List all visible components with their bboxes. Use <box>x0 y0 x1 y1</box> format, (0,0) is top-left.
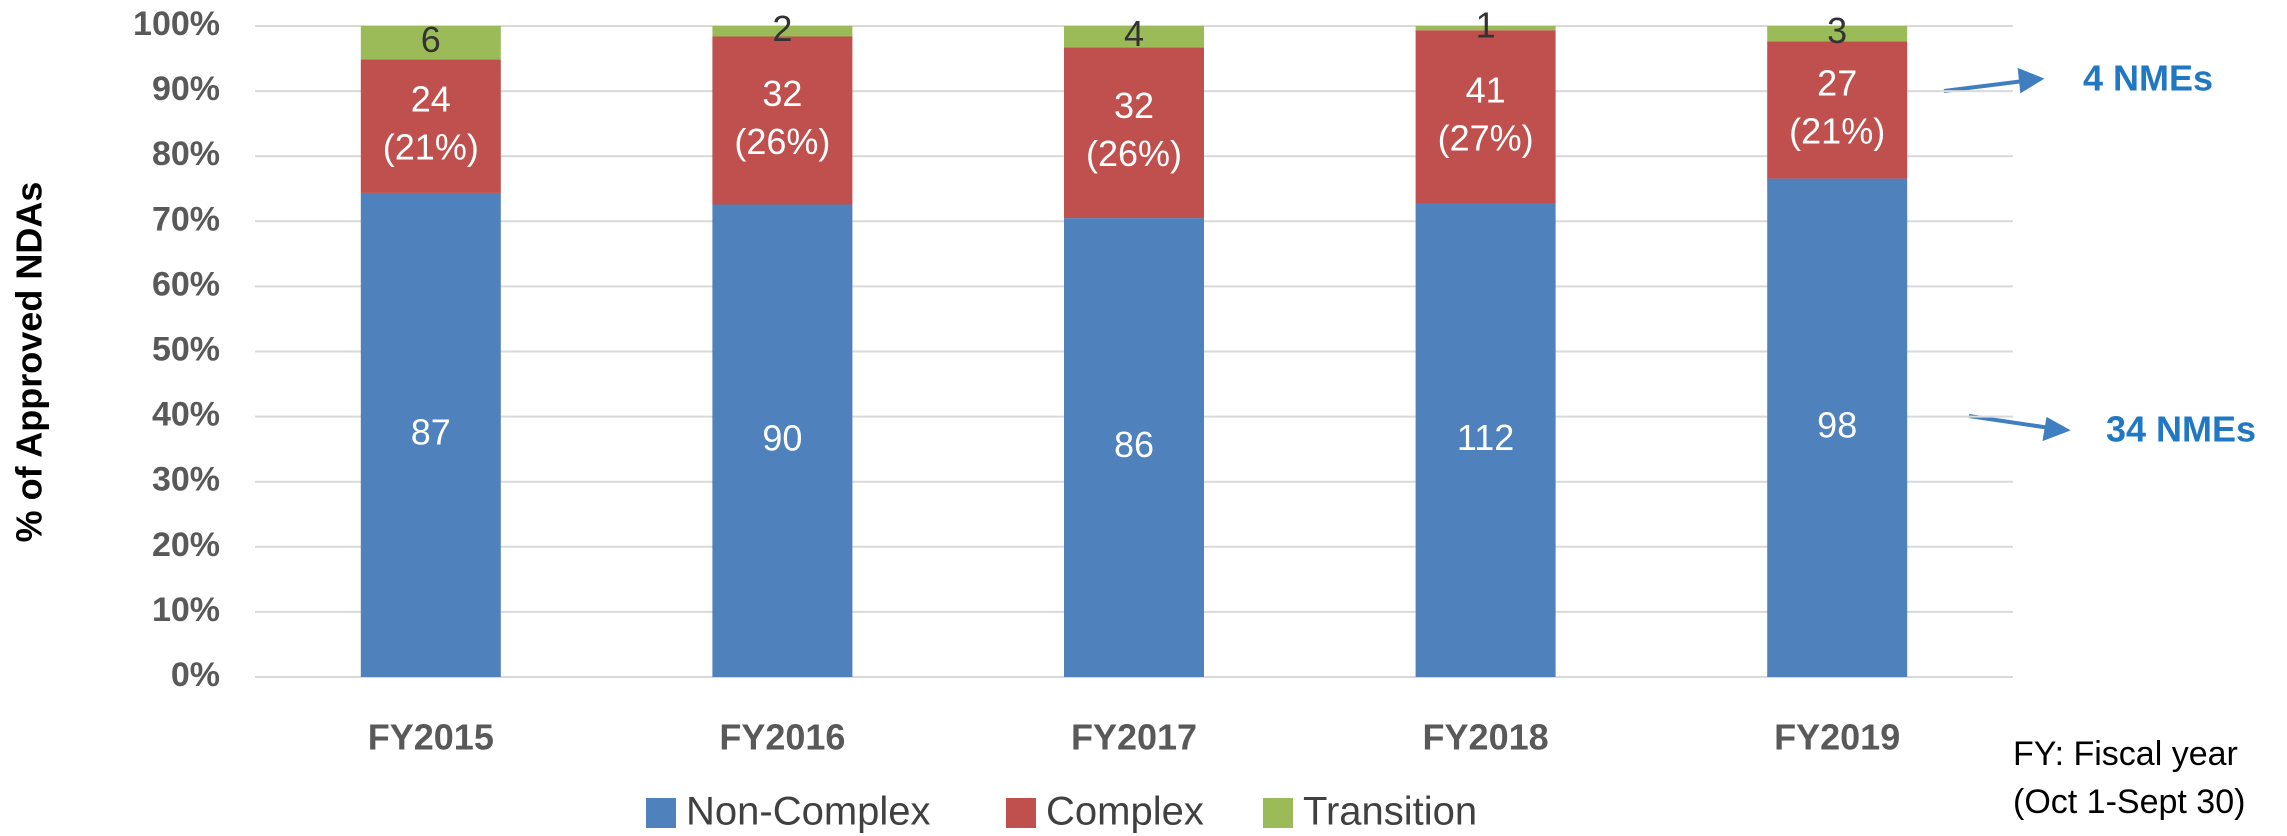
bar-segment <box>1415 26 1556 31</box>
y-tick-label: 60% <box>152 265 220 303</box>
data-label: 4 <box>1124 13 1144 54</box>
bar-segment <box>360 192 501 677</box>
y-tick-label: 20% <box>152 526 220 564</box>
data-label: 90 <box>762 417 802 458</box>
data-label: 98 <box>1817 404 1857 445</box>
note: (Oct 1-Sept 30) <box>2013 783 2245 821</box>
data-label: (21%) <box>1789 110 1885 151</box>
data-label: 32 <box>1114 85 1154 126</box>
data-label: (27%) <box>1438 117 1534 158</box>
data-label: (26%) <box>1086 133 1182 174</box>
y-tick-label: 90% <box>152 70 220 108</box>
data-label: 86 <box>1114 424 1154 465</box>
x-tick-label: FY2015 <box>368 717 494 758</box>
data-label: 32 <box>762 73 802 114</box>
data-label: 6 <box>421 19 441 60</box>
annotation: 4 NMEs <box>2083 58 2213 99</box>
y-tick-label: 40% <box>152 396 220 434</box>
y-tick-label: 10% <box>152 591 220 629</box>
annotation-arrow <box>1943 67 2045 94</box>
legend-swatch <box>646 798 676 828</box>
annotation: 34 NMEs <box>2106 409 2256 450</box>
bar-segment <box>1767 26 1908 42</box>
data-label: 2 <box>772 8 792 49</box>
y-tick-label: 30% <box>152 461 220 499</box>
bar-segment <box>712 26 853 37</box>
bar-segment <box>1415 30 1556 204</box>
x-tick-label: FY2018 <box>1423 717 1549 758</box>
data-label: (21%) <box>383 127 479 168</box>
y-tick-label: 80% <box>152 135 220 173</box>
y-tick-label: 100% <box>133 5 220 43</box>
x-tick-label: FY2019 <box>1774 717 1900 758</box>
data-label: 1 <box>1476 5 1496 46</box>
bar-segment <box>1415 203 1556 677</box>
data-label: 3 <box>1827 10 1847 51</box>
legend-label: Non-Complex <box>686 790 931 834</box>
legend-label: Transition <box>1303 790 1477 834</box>
bar-segment <box>1064 26 1204 48</box>
y-axis-label: % of Approved NDAs <box>9 182 50 543</box>
bar-segment <box>360 26 501 60</box>
legend-swatch <box>1263 798 1293 828</box>
bar-segment <box>712 204 853 677</box>
data-label: 87 <box>411 411 451 452</box>
x-tick-label: FY2017 <box>1071 717 1197 758</box>
bar-segment <box>1767 178 1908 677</box>
data-label: 112 <box>1457 417 1514 458</box>
bar-segment <box>360 59 501 193</box>
bar-segment <box>712 36 853 205</box>
note: FY: Fiscal year <box>2013 735 2238 773</box>
bar-segment <box>1064 218 1204 677</box>
legend-label: Complex <box>1046 790 1204 834</box>
bar-segment <box>1064 47 1204 219</box>
data-label: (26%) <box>734 121 830 162</box>
legend-swatch <box>1006 798 1036 828</box>
annotation-arrow <box>1968 414 2071 442</box>
y-tick-label: 0% <box>171 656 220 694</box>
data-label: 41 <box>1466 69 1506 110</box>
y-tick-label: 70% <box>152 200 220 238</box>
y-tick-label: 50% <box>152 330 220 368</box>
data-label: 24 <box>411 79 451 120</box>
data-label: 27 <box>1817 62 1857 103</box>
bar-segment <box>1767 41 1908 179</box>
x-tick-label: FY2016 <box>719 717 845 758</box>
